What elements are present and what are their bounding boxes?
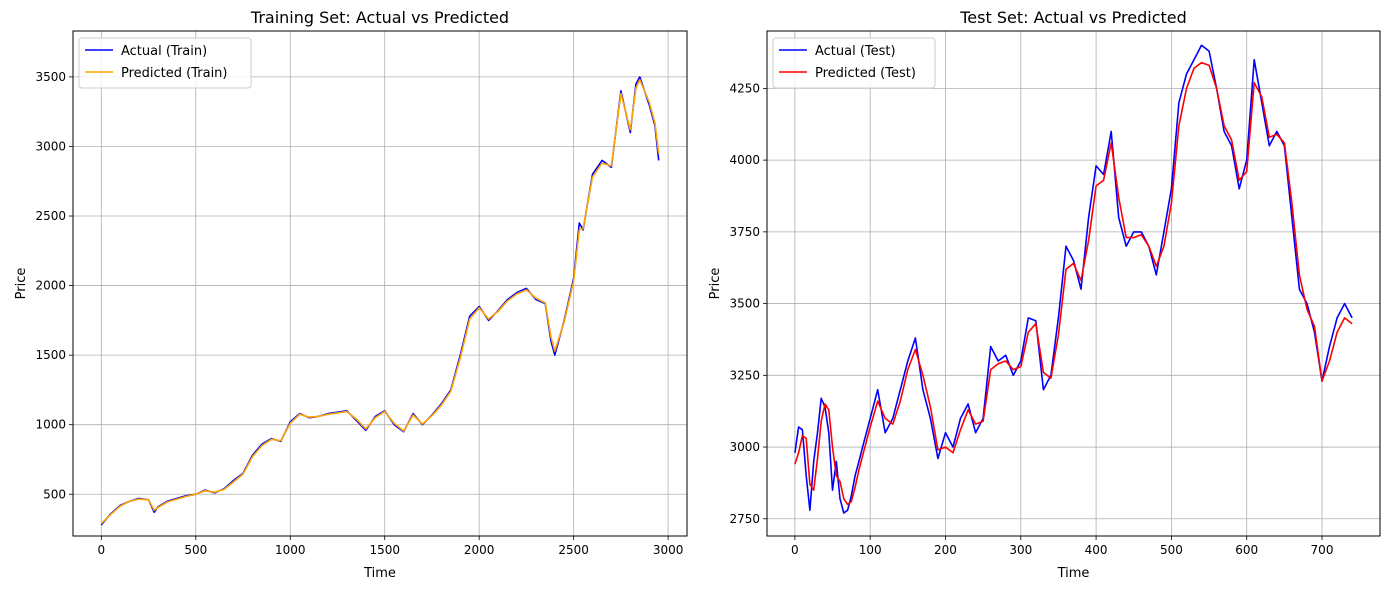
training-x-tick-label: 0 bbox=[98, 543, 106, 557]
training-x-tick-label: 1500 bbox=[369, 543, 400, 557]
training-x-tick-label: 2000 bbox=[464, 543, 495, 557]
test-series bbox=[794, 44, 1353, 514]
training-chart-title: Training Set: Actual vs Predicted bbox=[250, 8, 509, 27]
test-x-tick-label: 200 bbox=[934, 543, 957, 557]
test-y-tick-label: 3000 bbox=[729, 440, 760, 454]
training-x-tick-label: 1000 bbox=[275, 543, 306, 557]
test-y-tick-label: 4000 bbox=[729, 153, 760, 167]
training-x-axis-label: Time bbox=[363, 566, 396, 581]
training-x-tick-label: 3000 bbox=[653, 543, 684, 557]
test-x-tick-label: 0 bbox=[791, 543, 799, 557]
training-x-tick-label: 2500 bbox=[558, 543, 589, 557]
test-y-tick-label: 4250 bbox=[729, 81, 760, 95]
test-x-tick-label: 300 bbox=[1009, 543, 1032, 557]
training-legend-box bbox=[78, 37, 252, 89]
test-chart: 0 100 200 300 400 500 600 700 2750 3000 3250 3500 3… bbox=[708, 8, 1381, 581]
training-y-tick-label: 2500 bbox=[35, 209, 66, 223]
training-y-tick-label: 500 bbox=[43, 487, 66, 501]
training-legend-actual-label: Actual (Train) bbox=[121, 44, 207, 59]
test-y-tick-label: 3250 bbox=[729, 368, 760, 382]
test-x-tick-label: 500 bbox=[1160, 543, 1183, 557]
test-chart-title: Test Set: Actual vs Predicted bbox=[959, 8, 1187, 27]
test-x-tick-label: 100 bbox=[859, 543, 882, 557]
training-y-axis-label: Price bbox=[14, 268, 29, 300]
test-x-axis-label: Time bbox=[1057, 566, 1090, 581]
training-plot-frame bbox=[72, 30, 688, 537]
test-series-predicted-line bbox=[794, 61, 1353, 506]
test-x-tick-label: 600 bbox=[1235, 543, 1258, 557]
training-y-tick-label: 2000 bbox=[35, 279, 66, 293]
test-legend-actual-label: Actual (Test) bbox=[815, 44, 896, 59]
training-series-predicted-line bbox=[100, 78, 660, 525]
test-y-tick-label: 3500 bbox=[729, 297, 760, 311]
test-y-tick-label: 3750 bbox=[729, 225, 760, 239]
training-legend-predicted-label: Predicted (Train) bbox=[121, 66, 228, 81]
test-plot-frame bbox=[766, 30, 1381, 537]
training-x-ticks: 0 500 1000 1500 2000 2500 3000 bbox=[98, 536, 684, 557]
training-x-tick-label: 500 bbox=[184, 543, 207, 557]
training-grid bbox=[73, 31, 687, 536]
test-series-actual-line bbox=[794, 44, 1353, 514]
training-y-tick-label: 1500 bbox=[35, 348, 66, 362]
training-legend: Actual (Train) Predicted (Train) bbox=[78, 37, 252, 89]
training-y-ticks: 500 1000 1500 2000 2500 3000 3500 bbox=[35, 70, 73, 501]
test-x-tick-label: 400 bbox=[1085, 543, 1108, 557]
test-legend: Actual (Test) Predicted (Test) bbox=[772, 37, 936, 89]
training-y-tick-label: 1000 bbox=[35, 418, 66, 432]
training-y-tick-label: 3500 bbox=[35, 70, 66, 84]
training-y-tick-label: 3000 bbox=[35, 139, 66, 153]
test-legend-predicted-label: Predicted (Test) bbox=[815, 66, 916, 81]
training-series bbox=[100, 76, 660, 526]
test-x-tick-label: 700 bbox=[1311, 543, 1334, 557]
test-y-axis-label: Price bbox=[708, 268, 723, 300]
test-x-ticks: 0 100 200 300 400 500 600 700 bbox=[791, 536, 1333, 557]
test-y-tick-label: 2750 bbox=[729, 512, 760, 526]
test-y-ticks: 2750 3000 3250 3500 3750 4000 4250 bbox=[729, 81, 767, 526]
training-chart: 0 500 1000 1500 2000 2500 3000 500 1000 1500 2000… bbox=[14, 8, 688, 581]
test-legend-box bbox=[772, 37, 936, 89]
